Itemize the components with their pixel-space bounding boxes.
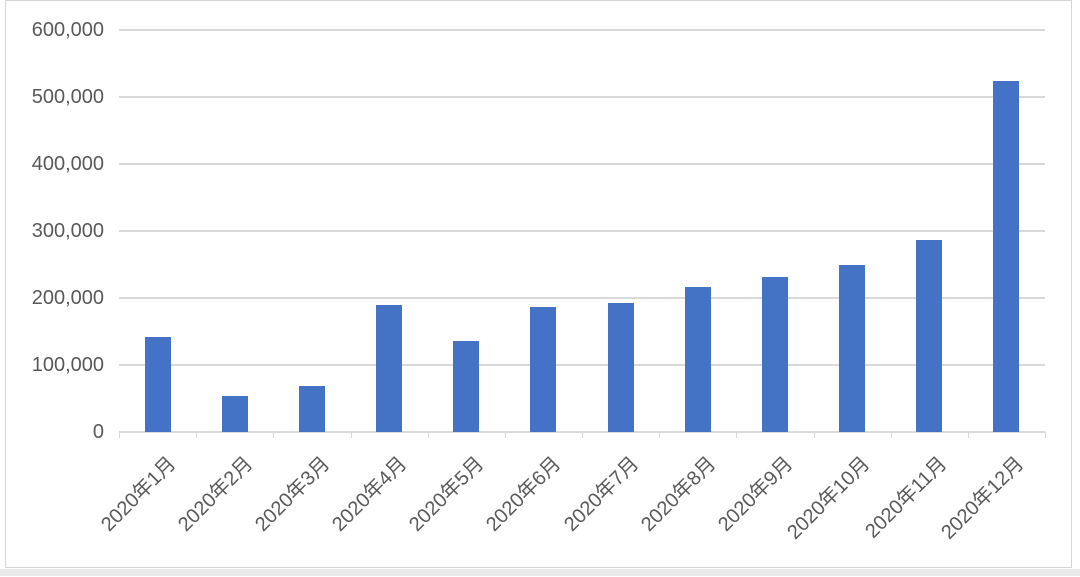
image-border-bottom xyxy=(0,569,1080,576)
x-axis-tick-mark xyxy=(582,432,583,438)
x-axis-tick-mark xyxy=(891,432,892,438)
y-axis-tick-label: 200,000 xyxy=(31,287,104,309)
x-axis-tick-mark xyxy=(351,432,352,438)
gridline xyxy=(119,364,1045,366)
bar xyxy=(685,287,711,432)
x-axis-tick-mark xyxy=(119,432,120,438)
y-axis-tick-label: 600,000 xyxy=(31,19,104,41)
x-axis-tick-mark xyxy=(196,432,197,438)
x-axis-tick-mark xyxy=(659,432,660,438)
image-frame-border xyxy=(5,0,1072,568)
x-axis-tick-mark xyxy=(273,432,274,438)
bar xyxy=(762,276,788,432)
bar xyxy=(530,306,556,432)
bar xyxy=(222,395,248,432)
y-axis-tick-label: 400,000 xyxy=(31,153,104,175)
y-axis-tick-label: 0 xyxy=(92,421,104,443)
x-axis-tick-mark xyxy=(1045,432,1046,438)
gridline xyxy=(119,96,1045,98)
bar xyxy=(145,336,171,432)
y-axis-tick-label: 100,000 xyxy=(31,354,104,376)
x-axis-tick-mark xyxy=(736,432,737,438)
bar xyxy=(299,386,325,432)
gridline xyxy=(119,297,1045,299)
bar xyxy=(376,304,402,432)
y-axis-tick-label: 500,000 xyxy=(31,86,104,108)
y-axis-tick-label: 300,000 xyxy=(31,220,104,242)
x-axis-tick-mark xyxy=(505,432,506,438)
x-axis-tick-mark xyxy=(968,432,969,438)
gridline xyxy=(119,230,1045,232)
x-axis-tick-mark xyxy=(814,432,815,438)
x-axis-tick-mark xyxy=(428,432,429,438)
bar xyxy=(453,340,479,432)
bar xyxy=(608,302,634,432)
gridline xyxy=(119,163,1045,165)
bar xyxy=(916,240,942,432)
bar xyxy=(993,80,1019,432)
bar xyxy=(839,264,865,432)
gridline xyxy=(119,29,1045,31)
